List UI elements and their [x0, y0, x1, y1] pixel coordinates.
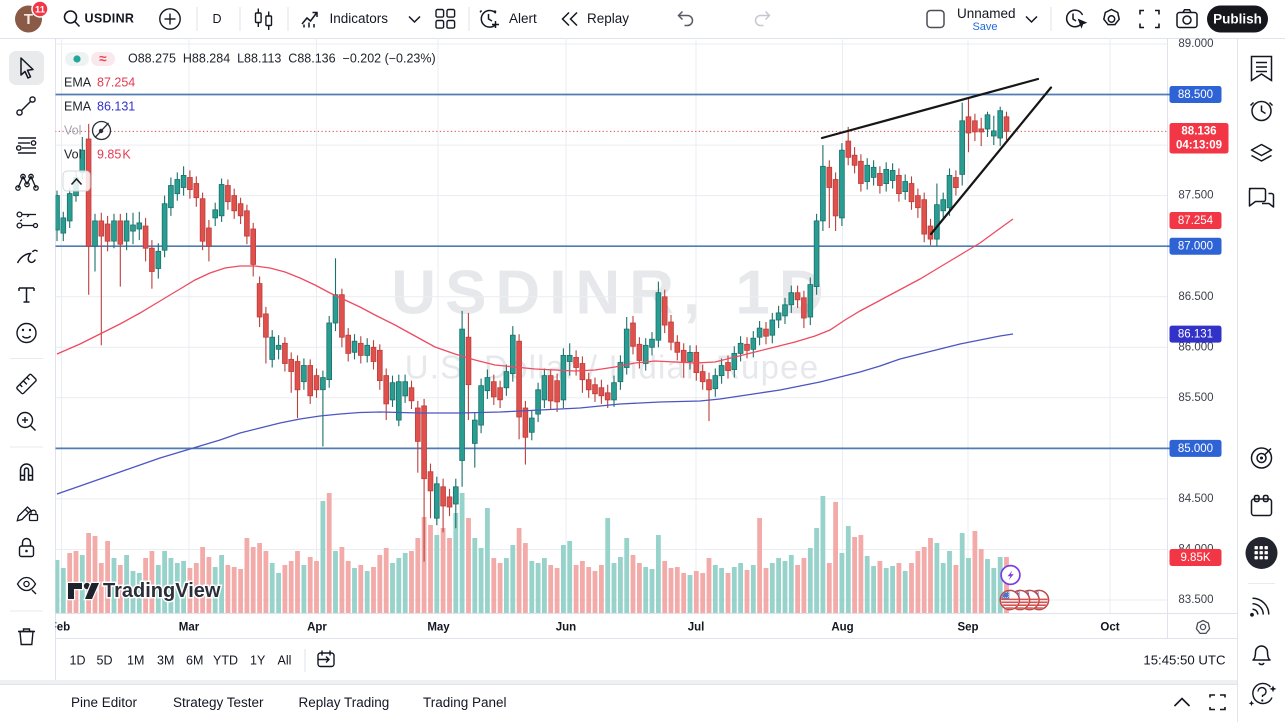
svg-text:1Y: 1Y [250, 653, 266, 667]
svg-text:04:13:09: 04:13:09 [1176, 140, 1222, 152]
svg-text:≈: ≈ [99, 51, 107, 66]
svg-text:Sep: Sep [957, 622, 978, 634]
svg-text:86.500: 86.500 [1178, 291, 1213, 303]
svg-text:9.85K: 9.85K [1180, 552, 1210, 564]
svg-text:84.500: 84.500 [1178, 493, 1213, 505]
svg-text:Indicators: Indicators [330, 11, 389, 26]
svg-text:May: May [427, 622, 450, 634]
svg-text:86.131: 86.131 [1178, 329, 1213, 341]
svg-text:Replay Trading: Replay Trading [299, 695, 390, 710]
svg-text:D: D [212, 12, 221, 26]
svg-text:EMA: EMA [64, 99, 92, 113]
svg-text:85.000: 85.000 [1178, 443, 1213, 455]
svg-text:All: All [278, 653, 292, 667]
svg-text:Save: Save [972, 21, 997, 33]
svg-text:87.000: 87.000 [1178, 241, 1213, 253]
svg-text:Vol: Vol [64, 123, 81, 137]
svg-text:TradingView: TradingView [103, 580, 221, 602]
svg-text:6M: 6M [186, 653, 203, 667]
svg-text:15:45:50 UTC: 15:45:50 UTC [1143, 652, 1226, 667]
svg-text:Trading Panel: Trading Panel [423, 695, 507, 710]
svg-text:1D: 1D [70, 653, 86, 667]
svg-text:Mar: Mar [179, 622, 200, 634]
svg-text:Apr: Apr [307, 622, 327, 634]
svg-text:86.131: 86.131 [97, 99, 135, 113]
svg-text:T: T [24, 11, 33, 28]
svg-text:11: 11 [35, 4, 46, 15]
svg-text:Replay: Replay [587, 11, 629, 26]
svg-text:5D: 5D [97, 653, 113, 667]
svg-text:3M: 3M [157, 653, 174, 667]
svg-text:87.254: 87.254 [97, 75, 135, 89]
svg-text:88.500: 88.500 [1178, 89, 1213, 101]
svg-text:88.136: 88.136 [1181, 126, 1216, 138]
svg-text:86.000: 86.000 [1178, 341, 1213, 353]
svg-text:Jun: Jun [556, 622, 576, 634]
svg-text:83.500: 83.500 [1178, 594, 1213, 606]
svg-text:Jul: Jul [688, 622, 705, 634]
svg-text:YTD: YTD [213, 653, 238, 667]
svg-text:Pine Editor: Pine Editor [71, 695, 138, 710]
svg-text:9.85 K: 9.85 K [97, 147, 131, 161]
svg-text:89.000: 89.000 [1178, 38, 1213, 50]
svg-text:EMA: EMA [64, 75, 92, 89]
svg-text:Oct: Oct [1100, 622, 1119, 634]
svg-text:Alert: Alert [509, 11, 537, 26]
svg-text:USDINR: USDINR [85, 11, 135, 25]
svg-text:USDINR, 1D: USDINR, 1D [391, 258, 832, 327]
svg-text:Publish: Publish [1213, 11, 1262, 26]
svg-text:Feb: Feb [50, 622, 70, 634]
svg-text:87.254: 87.254 [1178, 215, 1214, 227]
svg-text:Vol: Vol [64, 147, 81, 161]
svg-text:Aug: Aug [831, 622, 853, 634]
svg-text:1M: 1M [127, 653, 144, 667]
svg-text:Strategy Tester: Strategy Tester [173, 695, 264, 710]
svg-text:85.500: 85.500 [1178, 392, 1213, 404]
svg-text:Unnamed: Unnamed [957, 6, 1016, 21]
svg-text:87.500: 87.500 [1178, 190, 1213, 202]
svg-text:O88.275 H88.284 L88.113 C88: O88.275 H88.284 L88.113 C88.136 −0.202 (… [128, 51, 436, 65]
